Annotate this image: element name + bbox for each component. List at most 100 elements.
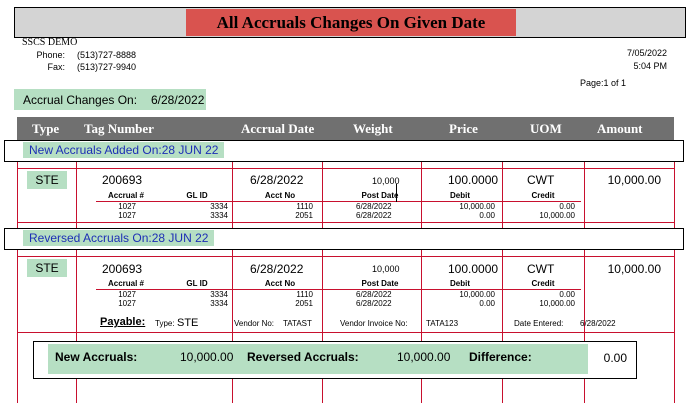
row-divider	[17, 168, 674, 169]
row-weight: 10,000	[372, 176, 400, 186]
line-gl: 3334	[210, 299, 228, 308]
line-post: 6/28/2022	[356, 299, 392, 308]
phone-value: (513)727-8888	[77, 50, 137, 60]
line-acct: 2051	[295, 211, 313, 220]
company-name: SSCS DEMO	[22, 37, 78, 48]
line-debit: 0.00	[479, 211, 495, 220]
col-uom: UOM	[530, 121, 562, 136]
row-price: 100.0000	[448, 262, 499, 276]
sub-header-accrual: Accrual #	[107, 279, 145, 288]
row-date: 6/28/2022	[250, 262, 304, 276]
payable-type: STE	[177, 317, 199, 329]
row-uom: CWT	[527, 173, 555, 187]
sub-header-acct: Acct No	[264, 279, 296, 288]
changes-on-date: 6/28/2022	[151, 93, 205, 107]
text-cursor-icon	[396, 184, 397, 202]
changes-on-label: Accrual Changes On:	[23, 93, 138, 107]
line-accrual: 1027	[118, 202, 136, 211]
col-type: Type	[32, 121, 60, 136]
grid-line	[76, 140, 77, 403]
fax-label: Fax:	[47, 62, 65, 72]
column-header-bar	[17, 117, 674, 140]
totals-bar	[48, 344, 588, 374]
sub-header-gl: GL ID	[186, 279, 208, 288]
line-post: 6/28/2022	[356, 290, 392, 299]
row-tag: 200693	[102, 262, 143, 276]
sub-header-debit: Debit	[450, 279, 470, 288]
line-credit: 10,000.00	[539, 299, 575, 308]
report-time: 5:04 PM	[633, 61, 667, 71]
totals-new-label: New Accruals:	[55, 350, 138, 364]
line-debit: 10,000.00	[459, 290, 495, 299]
row-type: STE	[27, 171, 67, 189]
row-tag: 200693	[102, 173, 143, 187]
report-title: All Accruals Changes On Given Date	[186, 9, 516, 36]
grid-line	[421, 140, 422, 403]
sub-header-credit: Credit	[531, 191, 555, 200]
line-credit: 0.00	[559, 290, 575, 299]
phone-label: Phone:	[36, 50, 65, 60]
row-divider	[17, 256, 674, 257]
row-amount: 10,000.00	[607, 262, 661, 276]
payable-vendor-label: Vendor No:	[234, 319, 275, 328]
line-acct: 2051	[295, 299, 313, 308]
sub-divider	[96, 201, 581, 202]
totals-diff-label: Difference:	[469, 350, 532, 364]
row-uom: CWT	[527, 262, 555, 276]
changes-on-box	[14, 89, 206, 110]
payable-invoice-label: Vendor Invoice No:	[340, 319, 408, 328]
sub-divider	[96, 289, 581, 290]
fax-value: (513)727-9940	[77, 62, 137, 72]
page-number: Page:1 of 1	[579, 78, 626, 88]
line-post: 6/28/2022	[356, 211, 392, 220]
line-acct: 1110	[296, 202, 313, 211]
totals-diff-value: 0.00	[603, 351, 627, 365]
report-date: 7/05/2022	[626, 48, 667, 58]
sub-header-credit: Credit	[531, 279, 555, 288]
sub-header-acct: Acct No	[264, 191, 296, 200]
sub-header-accrual: Accrual #	[107, 191, 145, 200]
totals-new-value: 10,000.00	[180, 350, 234, 364]
line-credit: 10,000.00	[539, 211, 575, 220]
row-divider	[17, 332, 674, 333]
row-weight: 10,000	[372, 264, 400, 274]
col-amount: Amount	[597, 121, 643, 136]
sub-header-post: Post Date	[361, 279, 399, 288]
line-post: 6/28/2022	[356, 202, 392, 211]
payable-type-label: Type:	[155, 319, 175, 328]
row-divider	[17, 222, 674, 223]
sub-header-gl: GL ID	[186, 191, 208, 200]
line-gl: 3334	[210, 290, 228, 299]
line-accrual: 1027	[118, 299, 136, 308]
payable-entered-label: Date Entered:	[514, 319, 564, 328]
line-debit: 0.00	[479, 299, 495, 308]
grid-line	[232, 140, 233, 403]
row-type: STE	[27, 259, 67, 277]
line-gl: 3334	[210, 202, 228, 211]
line-credit: 0.00	[559, 202, 575, 211]
line-debit: 10,000.00	[459, 202, 495, 211]
row-price: 100.0000	[448, 173, 499, 187]
line-accrual: 1027	[118, 211, 136, 220]
col-price: Price	[449, 121, 478, 136]
payable-entered: 6/28/2022	[580, 319, 616, 328]
grid-line	[502, 140, 503, 403]
totals-reversed-label: Reversed Accruals:	[247, 350, 359, 364]
grid-line	[674, 140, 675, 403]
section-label-new: New Accruals Added On:28 JUN 22	[23, 142, 225, 158]
payable-label: Payable:	[100, 316, 146, 328]
sub-header-post: Post Date	[361, 191, 399, 200]
row-amount: 10,000.00	[607, 173, 661, 187]
col-weight: Weight	[353, 121, 393, 136]
line-accrual: 1027	[118, 290, 136, 299]
grid-line	[584, 140, 585, 403]
totals-reversed-value: 10,000.00	[397, 350, 451, 364]
section-label-reversed: Reversed Accruals On:28 JUN 22	[23, 230, 215, 246]
line-acct: 1110	[296, 290, 313, 299]
col-accrual-date: Accrual Date	[241, 121, 315, 136]
payable-vendor: TATAST	[283, 319, 312, 328]
payable-invoice: TATA123	[426, 319, 459, 328]
line-gl: 3334	[210, 211, 228, 220]
row-date: 6/28/2022	[250, 173, 304, 187]
grid-line	[322, 140, 323, 403]
